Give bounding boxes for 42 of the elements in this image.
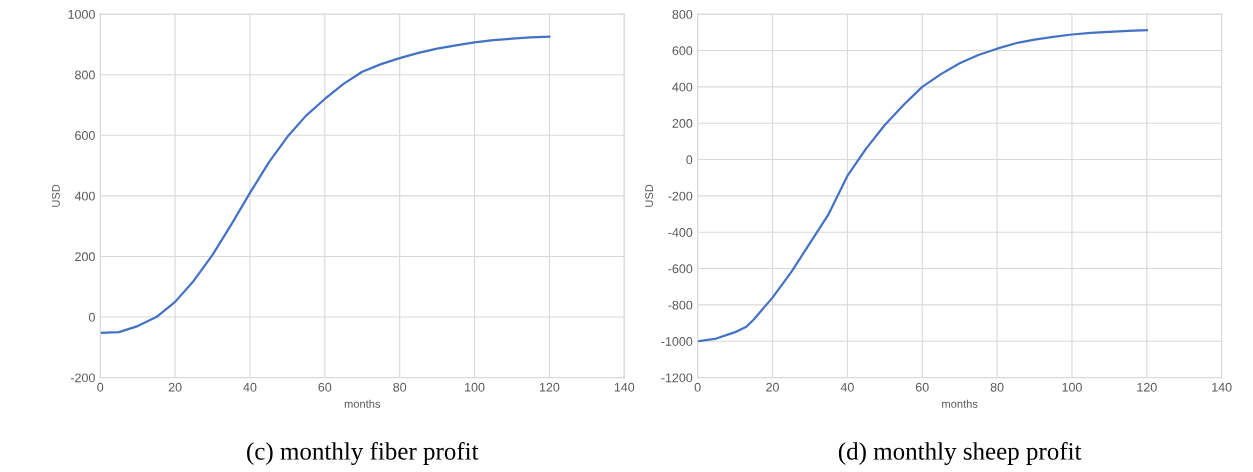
x-tick-label: 0 [694, 382, 701, 392]
y-tick-label: -400 [668, 228, 693, 237]
x-tick-label: 80 [393, 382, 407, 392]
x-tick-label: 100 [1062, 382, 1082, 392]
x-tick-label: 120 [1137, 382, 1157, 392]
y-tick-label: 600 [75, 131, 95, 140]
y-tick-label: 0 [686, 155, 693, 165]
y-tick-label: -1000 [661, 337, 693, 346]
line-series [100, 35, 551, 334]
x-tick-label: 20 [168, 382, 182, 392]
text: (c) monthly fiber profit [247, 441, 479, 465]
y-tick-label: -800 [668, 300, 693, 310]
x-tick-label: 80 [990, 382, 1004, 392]
y-tick-label: -200 [668, 191, 693, 201]
y-tick-label: -600 [668, 264, 693, 274]
x-tick-label: 120 [539, 382, 560, 392]
y-tick-label: 800 [672, 9, 693, 19]
x-tick-label: 100 [465, 382, 485, 392]
x-axis-title: months [344, 399, 381, 408]
x-tick-label: 0 [97, 382, 104, 392]
x-tick-label: 60 [318, 382, 332, 392]
y-tick-label: 600 [672, 46, 693, 56]
y-tick-label: 800 [75, 70, 95, 80]
y-axis-title: USD [51, 184, 60, 207]
line-series [697, 29, 1148, 343]
text: (d) monthly sheep profit [838, 441, 1082, 465]
x-tick-label: 40 [243, 382, 257, 392]
y-tick-label: 200 [672, 118, 693, 128]
y-tick-label: -200 [70, 373, 95, 383]
y-tick-label: -1200 [661, 373, 693, 383]
y-tick-label: 400 [74, 191, 95, 201]
x-axis-title: months [942, 399, 978, 408]
y-tick-label: 0 [88, 312, 95, 322]
x-tick-label: 140 [614, 382, 635, 392]
y-axis-title: USD [645, 184, 654, 207]
x-tick-label: 20 [766, 382, 779, 392]
y-tick-label: 200 [75, 252, 95, 262]
x-tick-label: 40 [840, 382, 854, 392]
x-tick-label: 60 [915, 382, 929, 392]
y-tick-label: 400 [672, 82, 693, 92]
x-tick-label: 140 [1212, 382, 1232, 392]
y-tick-label: 1000 [68, 9, 95, 19]
